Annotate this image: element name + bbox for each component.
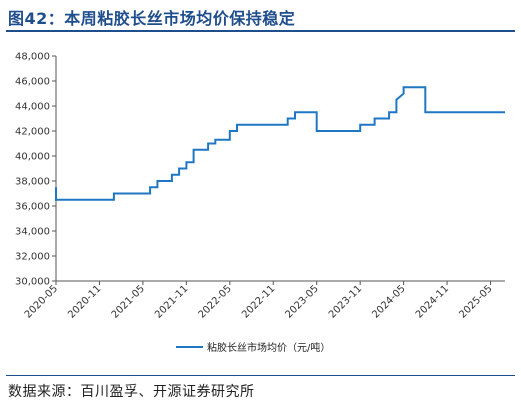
source-note: 数据来源：百川盈孚、开源证券研究所 bbox=[8, 384, 255, 400]
y-tick-label: 42,000 bbox=[15, 127, 50, 138]
chart-title: 图42：本周粘胶长丝市场均价保持稳定 bbox=[8, 9, 296, 28]
legend-label: 粘胶长丝市场均价（元/吨） bbox=[207, 341, 330, 354]
x-axis: 2020-05 2020-11 2021-05 2021-11 2022-05 2022-… bbox=[23, 280, 505, 321]
y-tick-label: 48,000 bbox=[15, 52, 50, 63]
x-tick-label: 2023-05 bbox=[283, 283, 320, 320]
line-chart: 30,000 32,000 34,000 36,000 38,000 40,000 42,0… bbox=[15, 52, 505, 354]
x-tick-label: 2022-05 bbox=[197, 283, 234, 320]
source-divider bbox=[6, 375, 515, 376]
x-tick-label: 2022-11 bbox=[240, 283, 277, 320]
x-tick-label: 2023-11 bbox=[327, 283, 364, 320]
x-tick-label: 2025-05 bbox=[457, 283, 494, 320]
y-tick-label: 34,000 bbox=[15, 227, 50, 238]
y-tick-label: 32,000 bbox=[15, 252, 50, 263]
plot-area bbox=[55, 86, 505, 201]
x-tick-label: 2021-05 bbox=[110, 283, 147, 320]
series-line bbox=[55, 86, 505, 201]
y-tick-label: 46,000 bbox=[15, 77, 50, 88]
y-tick-label: 36,000 bbox=[15, 202, 50, 213]
x-tick-label: 2020-11 bbox=[66, 283, 103, 320]
x-tick-label: 2021-11 bbox=[153, 283, 190, 320]
y-tick-label: 44,000 bbox=[15, 102, 50, 113]
x-tick-label: 2024-11 bbox=[414, 283, 451, 320]
y-tick-label: 38,000 bbox=[15, 177, 50, 188]
title-divider bbox=[6, 30, 515, 32]
y-tick-label: 30,000 bbox=[15, 277, 50, 288]
y-tick-label: 40,000 bbox=[15, 152, 50, 163]
x-tick-label: 2024-05 bbox=[370, 283, 407, 320]
y-axis: 30,000 32,000 34,000 36,000 38,000 40,000 42,0… bbox=[15, 52, 57, 288]
legend: 粘胶长丝市场均价（元/吨） bbox=[176, 341, 330, 354]
x-tick-label: 2020-05 bbox=[23, 283, 60, 320]
